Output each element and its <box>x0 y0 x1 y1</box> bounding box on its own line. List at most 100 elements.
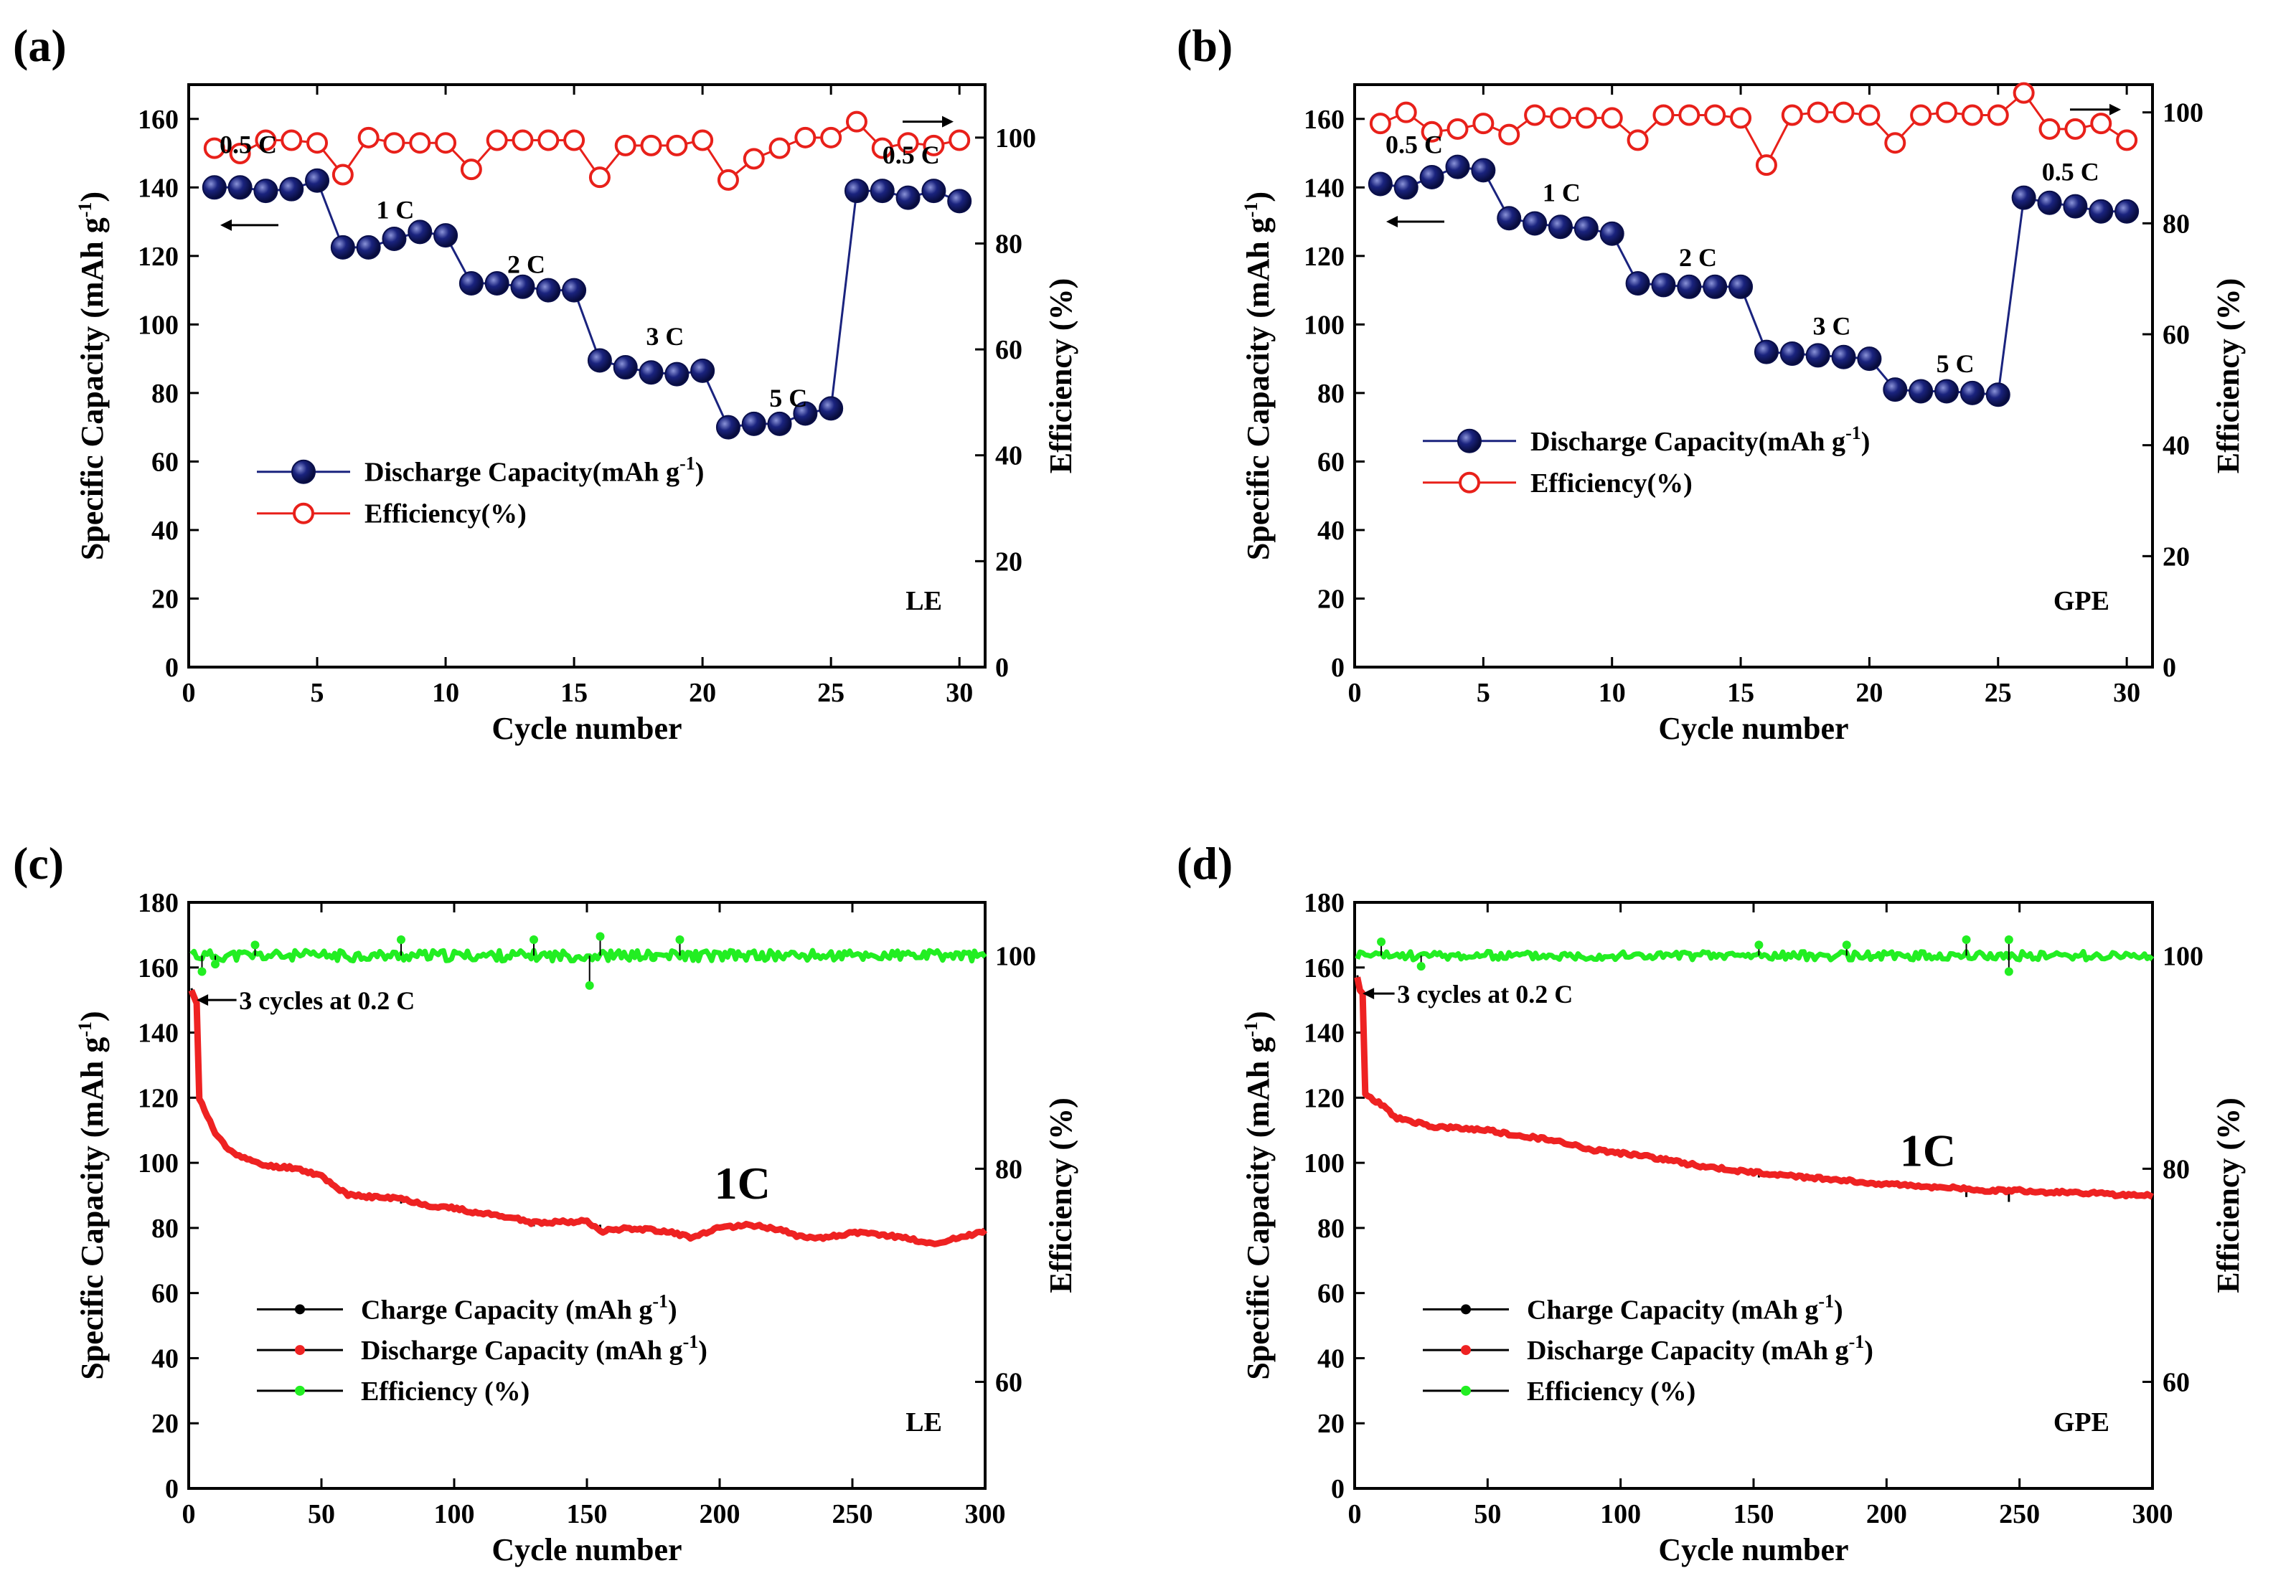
capacity-point-a <box>227 175 253 200</box>
capacity-point-a <box>433 223 458 248</box>
capacity-point-a <box>895 185 921 210</box>
legend-discharge-label-c-sup: -1 <box>683 1331 699 1352</box>
capacity-point-b <box>1419 164 1444 189</box>
y-left-tick-label-a: 80 <box>151 379 179 409</box>
efficiency-spike-point-c <box>530 935 538 944</box>
rate-annotation-b: 3 C <box>1813 312 1851 341</box>
efficiency-spike-point-c <box>211 960 220 969</box>
rate-annotation-b: 0.5 C <box>1385 131 1443 159</box>
y-left-tick-label-a: 20 <box>151 584 179 614</box>
discharge-line-d <box>1354 976 2154 1200</box>
efficiency-point-a <box>383 132 405 154</box>
capacity-point-a <box>305 168 330 193</box>
efficiency-spike-point-d <box>2004 935 2013 944</box>
legend-capacity-label-b-sup: -1 <box>1845 422 1861 443</box>
y-left-tick-label-a: 160 <box>138 105 179 135</box>
legend-capacity-marker-a <box>291 459 316 484</box>
efficiency-spike-point-c <box>197 967 207 976</box>
capacity-point-b <box>1677 274 1702 299</box>
rate-annotation-d: 1C <box>1900 1125 1956 1176</box>
efficiency-line-a <box>214 120 960 182</box>
x-tick-label-c: 50 <box>308 1499 335 1529</box>
y-left-tick-label-a: 60 <box>151 447 179 477</box>
capacity-point-b <box>1883 377 1908 402</box>
efficiency-point-a <box>768 137 791 159</box>
y-left-tick-label-a: 140 <box>138 173 179 203</box>
efficiency-point-b <box>1987 104 2009 126</box>
y-left-tick-label-b: 20 <box>1317 584 1345 614</box>
efficiency-point-b <box>1446 118 1469 140</box>
capacity-point-a <box>587 348 612 373</box>
legend-discharge-label-d-sup: -1 <box>1849 1331 1865 1352</box>
capacity-point-a <box>793 401 818 426</box>
efficiency-point-b <box>1755 154 1777 176</box>
capacity-point-b <box>1497 206 1522 231</box>
y-left-tick-label-d: 100 <box>1304 1148 1345 1179</box>
legend-efficiency-marker-d <box>1461 1385 1471 1396</box>
x-axis-title-c: Cycle number <box>491 1532 682 1567</box>
y-left-tick-label-b: 0 <box>1331 653 1345 683</box>
capacity-point-b <box>1599 221 1624 246</box>
capacity-point-b <box>1703 274 1728 299</box>
capacity-point-a <box>664 362 690 387</box>
efficiency-spike-point-d <box>1842 940 1851 950</box>
y-right-tick-label-a: 80 <box>995 229 1022 259</box>
efficiency-spike-point-d <box>2004 967 2013 976</box>
rate-annotation-a: 5 C <box>769 384 807 412</box>
legend-efficiency-marker-c <box>295 1385 305 1396</box>
capacity-point-a <box>715 415 740 440</box>
y-left-tick-label-d: 40 <box>1317 1344 1345 1374</box>
x-tick-label-b: 10 <box>1599 678 1626 708</box>
y-left-axis-title-b: Specific Capacity (mAh g-1) <box>1241 192 1276 560</box>
x-tick-label-c: 200 <box>700 1499 740 1529</box>
capacity-point-b <box>2089 199 2114 224</box>
capacity-point-b <box>2037 190 2062 215</box>
legend-capacity-label-a-end: ) <box>695 458 705 488</box>
y-right-tick-label-a: 100 <box>995 123 1036 154</box>
efficiency-point-a <box>563 129 585 151</box>
legend-discharge-label-d: Discharge Capacity (mAh g-1) <box>1527 1331 1873 1366</box>
efficiency-point-a <box>640 134 662 156</box>
electrolyte-label-b: GPE <box>2053 586 2109 616</box>
legend-efficiency-label-c: Efficiency (%) <box>361 1377 530 1407</box>
efficiency-point-b <box>1498 123 1520 146</box>
legend-charge-label-d-main: Charge Capacity (mAh g <box>1527 1295 1818 1325</box>
efficiency-point-a <box>306 132 329 154</box>
y-right-tick-label-d: 60 <box>2163 1367 2190 1397</box>
efficiency-point-b <box>1472 113 1495 135</box>
y-left-axis-title-c: Specific Capacity (mAh g-1) <box>75 1011 110 1379</box>
rate-annotation-b: 2 C <box>1679 243 1717 272</box>
y-left-tick-label-c: 100 <box>138 1148 179 1179</box>
capacity-point-a <box>947 189 972 214</box>
capacity-point-a <box>408 219 433 245</box>
legend-charge-label-c-end: ) <box>668 1295 677 1325</box>
y-left-tick-label-c: 20 <box>151 1409 179 1439</box>
capacity-point-a <box>382 226 407 251</box>
efficiency-point-a <box>923 134 945 156</box>
x-axis-title-a: Cycle number <box>491 711 682 746</box>
rate-annotation-a: 2 C <box>507 250 545 279</box>
y-right-tick-label-b: 100 <box>2163 98 2203 128</box>
y-left-tick-label-d: 160 <box>1304 953 1345 983</box>
legend-efficiency-label-d: Efficiency (%) <box>1527 1377 1695 1407</box>
capacity-point-a <box>330 235 355 260</box>
legend-capacity-marker-b <box>1457 428 1482 453</box>
y-left-tick-label-d: 20 <box>1317 1409 1345 1439</box>
efficiency-point-b <box>2013 82 2035 104</box>
x-tick-label-b: 15 <box>1727 678 1754 708</box>
y-left-axis-title-b-end: ) <box>1241 192 1276 202</box>
efficiency-point-a <box>203 137 225 159</box>
capacity-point-b <box>1573 216 1599 241</box>
y-right-tick-label-a: 20 <box>995 547 1022 577</box>
efficiency-point-b <box>1936 101 1958 123</box>
efficiency-point-b <box>1910 104 1932 126</box>
y-left-tick-label-c: 120 <box>138 1083 179 1113</box>
efficiency-point-a <box>666 134 688 156</box>
efficiency-point-a <box>588 166 611 189</box>
efficiency-point-a <box>614 134 636 156</box>
capacity-point-a <box>536 278 561 303</box>
discharge-line-c <box>188 988 988 1247</box>
x-tick-label-a: 15 <box>560 678 588 708</box>
efficiency-point-a <box>871 137 893 159</box>
